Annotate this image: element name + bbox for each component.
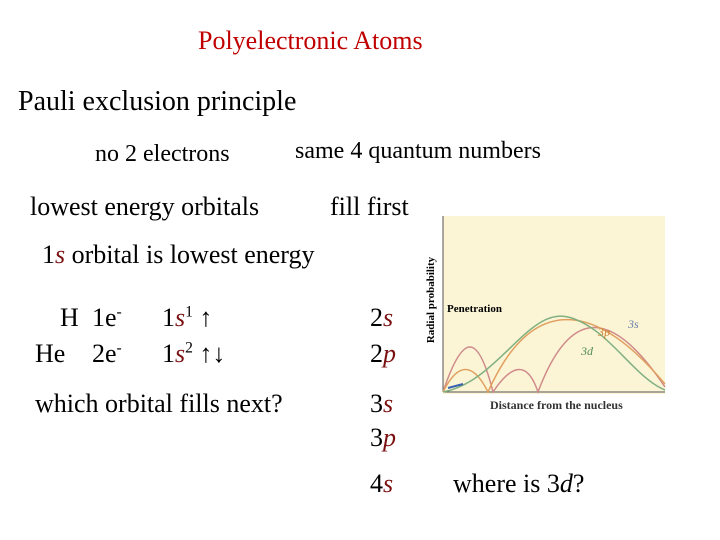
plot-background: [443, 216, 665, 394]
text: 1: [185, 303, 193, 321]
statement: 1s orbital is lowest energy: [42, 242, 315, 268]
atom: He: [35, 339, 66, 368]
electrons: 1e-: [92, 303, 122, 332]
title: Polyelectronic Atoms: [198, 26, 423, 55]
axis-label: Radial probability: [425, 256, 437, 343]
text: s: [383, 303, 394, 332]
annotation: Penetration: [447, 303, 502, 315]
text: 1e: [92, 303, 117, 332]
text: 2: [370, 303, 383, 332]
orbital: 3p: [370, 425, 396, 451]
text: 3: [370, 423, 383, 452]
text: 1: [162, 339, 175, 368]
text: s: [175, 339, 186, 368]
heading: Pauli exclusion principle: [18, 86, 297, 117]
curve: [442, 326, 666, 395]
text: -: [116, 339, 122, 357]
text: 2: [370, 339, 383, 368]
statement: lowest energy orbitals: [30, 192, 260, 221]
atom: H: [60, 303, 79, 332]
text: s: [383, 389, 394, 418]
text: s: [383, 469, 394, 498]
curve-label: 3s: [627, 317, 639, 331]
statement: fill first: [330, 192, 409, 221]
text: where is 3: [453, 469, 560, 498]
curve-label: 3p: [597, 325, 610, 339]
note: no 2 electrons: [95, 141, 230, 167]
curve: [442, 318, 666, 394]
electrons: 2e-: [92, 339, 122, 368]
question: where is 3d?: [453, 471, 584, 497]
text: 2: [185, 339, 193, 357]
text: d: [559, 469, 573, 498]
note: same 4 quantum numbers: [295, 138, 541, 164]
text: p: [383, 423, 396, 452]
text: 2e: [92, 339, 117, 368]
orbital: 3s: [370, 391, 393, 417]
question: which orbital fills next?: [35, 389, 283, 418]
configuration: 1s1 ↑: [162, 303, 213, 332]
orbital: 4s: [370, 471, 393, 497]
arrows: ↑: [199, 303, 213, 332]
text: 1: [162, 303, 175, 332]
axis-label: Distance from the nucleus: [490, 398, 623, 412]
text: 4: [370, 469, 383, 498]
configuration: 1s2 ↑↓: [162, 339, 226, 368]
orbital: 2s: [370, 305, 393, 331]
graph: Radial probability Penetration 3s 3p 3d …: [425, 216, 666, 412]
text: 3: [370, 389, 383, 418]
arrows: ↑↓: [199, 339, 226, 368]
text: orbital is lowest energy: [65, 240, 315, 269]
text: 1: [42, 240, 55, 269]
curve-label: 3d: [580, 344, 594, 358]
arrow: [447, 383, 464, 389]
text: s: [55, 240, 66, 269]
curve: [442, 315, 666, 393]
text: p: [383, 339, 396, 368]
text: ?: [572, 469, 585, 498]
orbital: 2p: [370, 341, 396, 367]
text: -: [116, 303, 122, 321]
text: s: [175, 303, 186, 332]
